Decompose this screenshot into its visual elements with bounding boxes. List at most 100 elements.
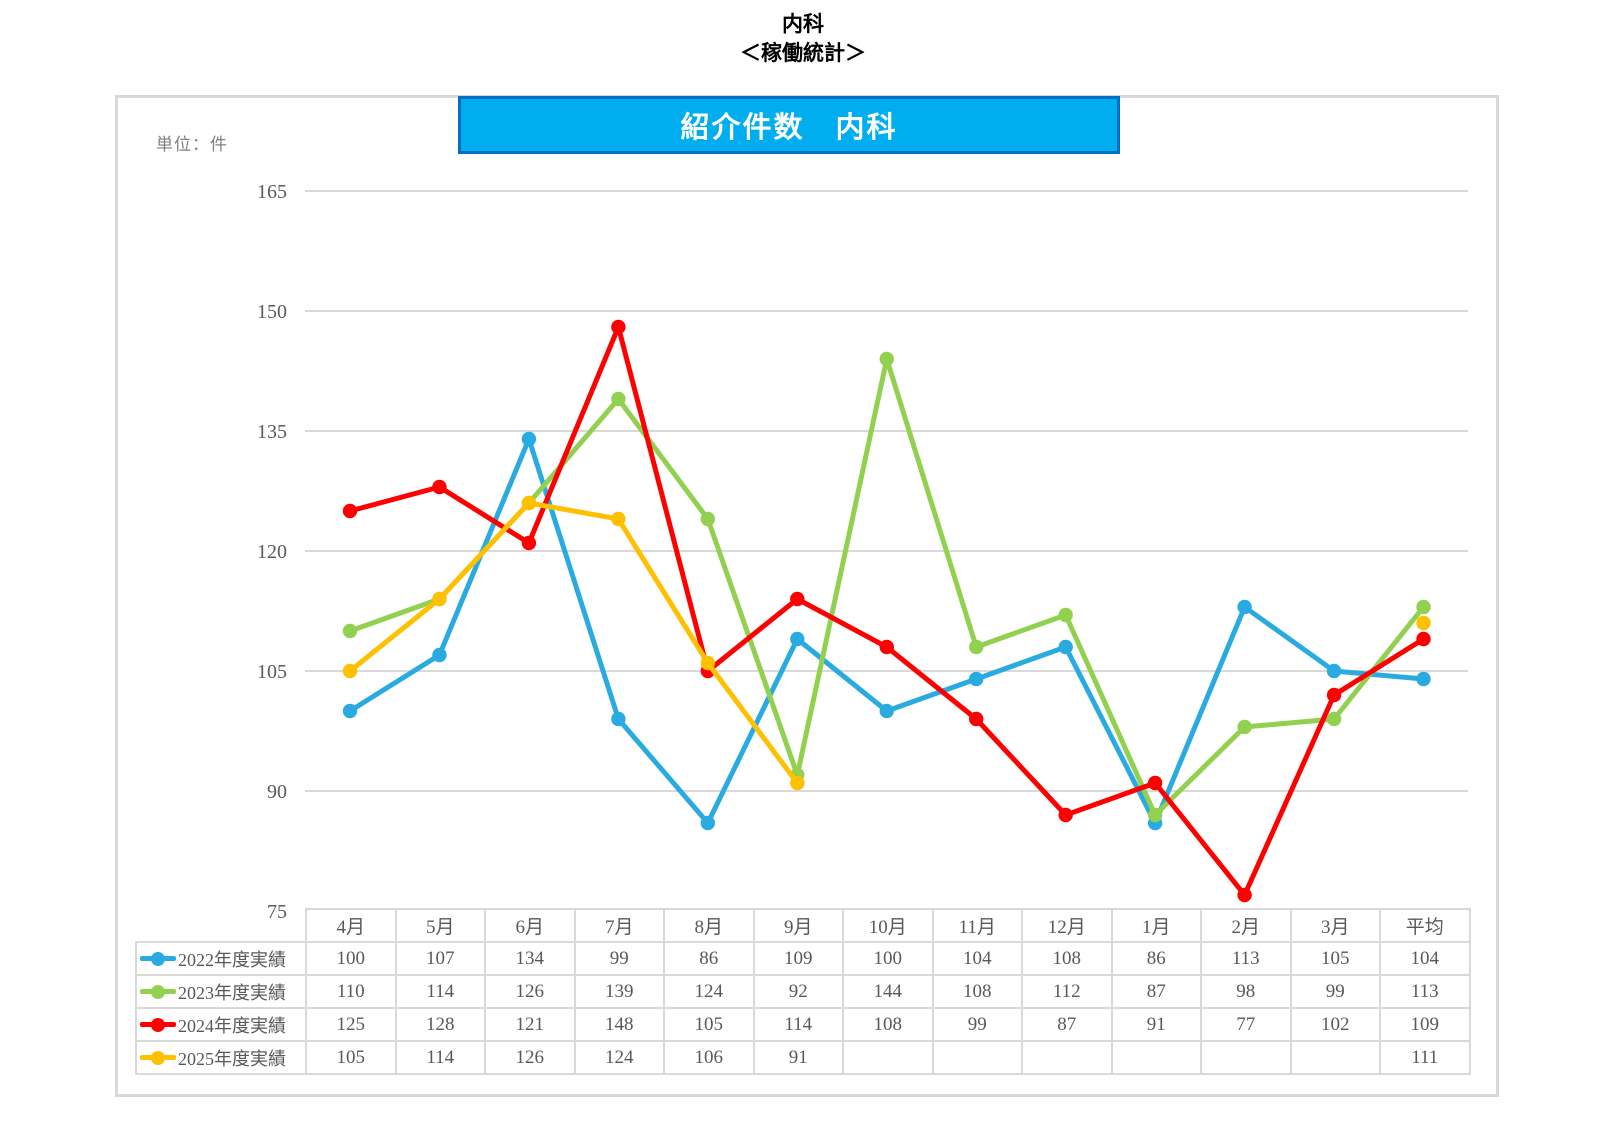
value-cell-2022年度実績-4月: 100 [305,941,397,976]
legend-dot-icon [151,984,165,999]
value-cell-2023年度実績-6月: 126 [484,974,576,1009]
series-marker-2022年度実績-7月 [611,711,626,727]
value-cell-2022年度実績-12月: 108 [1021,941,1113,976]
month-header-5月: 5月 [394,908,486,943]
value-cell-2023年度実績-11月: 108 [931,974,1023,1009]
value-cell-2025年度実績-7月: 124 [573,1040,665,1075]
table-row-2022年度実績: 2022年度実績 100 107 134 99 86 109 100 104 108 86 113 10… [135,941,1471,976]
value-cell-2024年度実績-2月: 77 [1200,1007,1292,1042]
series-line-2025年度実績 [347,500,800,786]
y-tick-label-105: 105 [257,661,287,683]
y-tick-label-75: 75 [267,901,287,923]
series-marker-2023年度実績-10月 [879,351,894,367]
series-marker-2023年度実績-4月 [342,623,358,639]
month-header-2月: 2月 [1200,908,1292,943]
month-header-3月: 3月 [1289,908,1381,943]
month-header-10月: 10月 [842,908,934,943]
value-cell-2024年度実績-9月: 114 [752,1007,844,1042]
series-marker-2022年度実績-平均 [1416,671,1431,687]
series-marker-2023年度実績-8月 [700,511,716,527]
value-cell-2024年度実績-11月: 99 [931,1007,1023,1042]
legend-dot-icon [151,951,165,966]
value-cell-2025年度実績-4月: 105 [305,1040,397,1075]
series-marker-2023年度実績-2月 [1237,719,1252,735]
value-cell-2023年度実績-9月: 92 [752,974,844,1009]
series-marker-2022年度実績-2月 [1237,599,1252,615]
value-cell-2024年度実績-5月: 128 [394,1007,486,1042]
month-header-7月: 7月 [573,908,665,943]
value-cell-2024年度実績-12月: 87 [1021,1007,1113,1042]
y-tick-label-90: 90 [267,781,287,803]
y-tick-label-150: 150 [257,301,287,323]
series-marker-2025年度実績-9月 [790,775,805,791]
series-marker-2023年度実績-平均 [1416,599,1431,615]
value-cell-2022年度実績-平均: 104 [1379,941,1471,976]
chart-title-text: 紹介件数 内科 [680,112,898,144]
series-line-2022年度実績 [347,436,1427,826]
legend-label: 2022年度実績 [178,949,286,970]
value-cell-2023年度実績-10月: 144 [842,974,934,1009]
value-cell-2025年度実績-平均: 111 [1379,1040,1471,1075]
page-title-subtitle: ＜稼働統計＞ [740,42,866,65]
value-cell-2025年度実績-1月 [1110,1040,1202,1075]
series-marker-2024年度実績-3月 [1326,687,1342,703]
month-header-平均: 平均 [1379,908,1471,943]
value-cell-2025年度実績-12月 [1021,1040,1113,1075]
value-cell-2022年度実績-11月: 104 [931,941,1023,976]
value-cell-2022年度実績-2月: 113 [1200,941,1292,976]
month-header-4月: 4月 [305,908,397,943]
series-marker-2024年度実績-6月 [521,535,537,551]
series-marker-2025年度実績-8月 [700,655,716,671]
page-title-department: 内科 [782,13,824,36]
series-marker-2024年度実績-平均 [1416,631,1431,647]
value-cell-2024年度実績-8月: 105 [663,1007,755,1042]
value-cell-2025年度実績-9月: 91 [752,1040,844,1075]
series-marker-2022年度実績-10月 [879,703,894,719]
value-cell-2024年度実績-4月: 125 [305,1007,397,1042]
value-cell-2023年度実績-8月: 124 [663,974,755,1009]
value-cell-2025年度実績-10月 [842,1040,934,1075]
value-cell-2025年度実績-8月: 106 [663,1040,755,1075]
series-marker-2025年度実績-4月 [342,663,358,679]
value-cell-2024年度実績-1月: 91 [1110,1007,1202,1042]
series-marker-2024年度実績-9月 [790,591,805,607]
value-cell-2025年度実績-2月 [1200,1040,1292,1075]
table-corner-cell [136,909,306,942]
series-marker-2022年度実績-8月 [700,815,716,831]
series-marker-2025年度実績-5月 [432,591,447,607]
series-marker-2022年度実績-12月 [1058,639,1073,655]
value-cell-2024年度実績-平均: 109 [1379,1007,1471,1042]
series-marker-2024年度実績-2月 [1237,887,1252,903]
y-tick-label-120: 120 [257,541,287,563]
y-tick-label-165: 165 [257,181,287,203]
value-cell-2022年度実績-6月: 134 [484,941,576,976]
month-header-8月: 8月 [663,908,755,943]
series-marker-2022年度実績-11月 [969,671,984,687]
value-cell-2024年度実績-6月: 121 [484,1007,576,1042]
value-cell-2023年度実績-3月: 99 [1289,974,1381,1009]
table-row-2025年度実績: 2025年度実績 105 114 126 124 106 91 111 [135,1040,1471,1075]
value-cell-2023年度実績-2月: 98 [1200,974,1292,1009]
unit-label: 単位：件 [156,135,228,154]
series-line-2023年度実績 [347,356,1427,818]
legend-label: 2025年度実績 [178,1048,286,1069]
value-cell-2022年度実績-1月: 86 [1110,941,1202,976]
value-cell-2025年度実績-3月 [1289,1040,1381,1075]
series-marker-2024年度実績-7月 [611,319,626,335]
value-cell-2022年度実績-8月: 86 [663,941,755,976]
value-cell-2022年度実績-9月: 109 [752,941,844,976]
series-marker-2022年度実績-4月 [342,703,358,719]
month-header-1月: 1月 [1110,908,1202,943]
legend-dot-icon [151,1017,165,1032]
value-cell-2025年度実績-6月: 126 [484,1040,576,1075]
series-marker-2025年度実績-6月 [521,495,537,511]
value-cell-2022年度実績-7月: 99 [573,941,665,976]
series-marker-2025年度実績-7月 [611,511,626,527]
value-cell-2025年度実績-5月: 114 [394,1040,486,1075]
legend-cell-2023年度実績: 2023年度実績 [135,974,307,1009]
series-marker-2022年度実績-5月 [432,647,447,663]
value-cell-2023年度実績-1月: 87 [1110,974,1202,1009]
series-marker-2023年度実績-12月 [1058,607,1073,623]
legend-label: 2023年度実績 [178,982,286,1003]
